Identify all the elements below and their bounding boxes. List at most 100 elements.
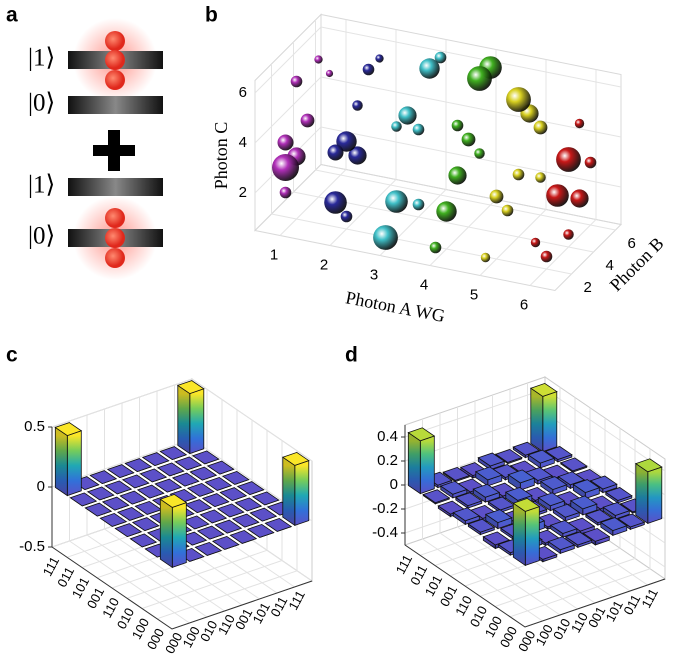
bar: [216, 503, 245, 518]
bar: [186, 482, 215, 497]
bar-top: [159, 493, 188, 508]
bar-shade: [455, 497, 468, 509]
bar-top: [442, 466, 471, 481]
bar-top: [141, 452, 170, 467]
bubble: [563, 229, 574, 240]
bar-top: [89, 470, 118, 485]
bar-top: [219, 487, 248, 502]
bar: [236, 481, 265, 496]
bar: [572, 479, 601, 500]
bar: [121, 474, 150, 489]
bar-top: [547, 536, 576, 551]
bar-top: [584, 509, 613, 524]
bubble: [412, 198, 425, 211]
bar-top: [154, 478, 183, 493]
bubble: [467, 66, 492, 91]
axis-wall: [253, 163, 623, 292]
bar-shade: [530, 388, 543, 452]
bar-top: [634, 458, 663, 473]
z-tick-label: 0: [37, 478, 45, 495]
bar-top: [472, 483, 501, 498]
bar: [174, 456, 203, 471]
bar-shade: [473, 489, 486, 503]
bar-top: [129, 533, 158, 548]
bar-shade: [478, 457, 491, 470]
bubble: [434, 51, 447, 64]
z-tick-label: -0.2: [372, 500, 398, 517]
bar-top: [116, 506, 145, 521]
bar: [602, 502, 631, 520]
bar-top: [231, 513, 260, 528]
bar-shade: [565, 536, 578, 548]
bubble: [398, 106, 417, 125]
grid-line: [320, 126, 622, 188]
bar-shade: [468, 524, 481, 535]
bar-top: [199, 509, 228, 524]
bar-top: [121, 474, 150, 489]
ket: |1⟩: [28, 45, 55, 72]
bar-shade: [573, 484, 586, 499]
bubble: [340, 210, 353, 223]
bar-top: [211, 535, 240, 550]
bar: [537, 492, 566, 512]
bubble: [325, 69, 334, 78]
bar-top: [552, 503, 581, 518]
bubble: [448, 166, 467, 185]
bar-top: [216, 503, 245, 518]
bar: [69, 492, 98, 507]
y-tick-label: 2: [584, 279, 592, 296]
bar-top: [246, 523, 275, 538]
grid-line: [271, 213, 572, 275]
bar: [104, 480, 133, 495]
x-tick-label: 5: [470, 286, 478, 303]
bar: [141, 452, 170, 467]
bubble: [391, 121, 402, 132]
bar: [251, 491, 280, 506]
z-tick-label: 0.5: [24, 418, 45, 435]
bar-top: [507, 469, 536, 484]
bar-shade: [605, 492, 618, 503]
bubble: [348, 146, 367, 165]
bar: [206, 460, 235, 475]
y-tick-label: 4: [606, 257, 614, 274]
grid-line: [320, 76, 622, 138]
bubble: [540, 250, 553, 263]
z-tick-label: 0.4: [377, 428, 398, 445]
bubble: [546, 184, 569, 207]
bubble: [385, 190, 408, 213]
bar-top: [99, 512, 128, 527]
bar: [529, 382, 558, 453]
bar-top: [221, 470, 250, 485]
bar: [494, 448, 523, 465]
axis-line: [404, 544, 666, 628]
bar-top: [189, 466, 218, 481]
floor-grid: [457, 407, 578, 610]
bar: [89, 470, 118, 485]
floor-grid: [494, 438, 636, 607]
grid-line: [320, 26, 622, 88]
bubble: [480, 252, 491, 263]
bubble: [530, 237, 541, 248]
panel-label: a: [6, 4, 18, 27]
bar: [552, 503, 581, 522]
photon: [105, 208, 125, 228]
bar-top: [84, 502, 113, 517]
grid-line: [279, 169, 347, 236]
bar: [156, 462, 185, 477]
bar-shade: [513, 503, 526, 566]
bar-shade: [603, 507, 616, 520]
bar-top: [86, 486, 115, 501]
bar-top: [234, 497, 263, 512]
bubble: [375, 54, 384, 63]
bar-top: [236, 481, 265, 496]
bubble: [412, 123, 425, 136]
x-tick-label: 4: [420, 276, 428, 293]
bar-shade: [483, 536, 496, 549]
bar: [114, 523, 143, 538]
bar: [634, 458, 663, 525]
panel-label: c: [6, 344, 18, 367]
grid-line: [51, 378, 313, 462]
bar-top: [174, 456, 203, 471]
bar-top: [602, 502, 631, 516]
